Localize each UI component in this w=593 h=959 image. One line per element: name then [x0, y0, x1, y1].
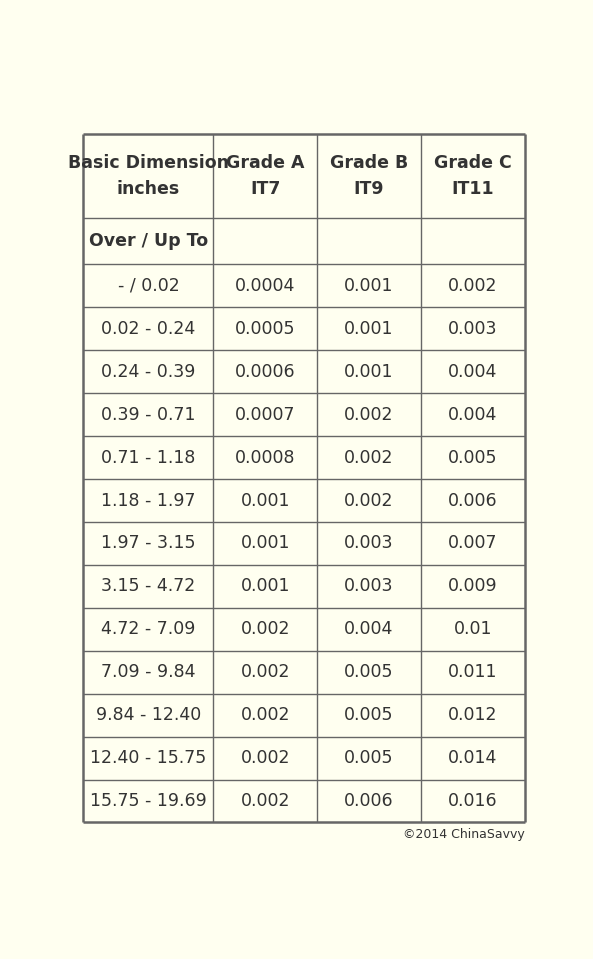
Text: 0.014: 0.014	[448, 749, 498, 767]
Text: 0.004: 0.004	[345, 620, 394, 639]
Text: 0.007: 0.007	[448, 534, 498, 552]
Text: 3.15 - 4.72: 3.15 - 4.72	[101, 577, 196, 596]
Text: 0.004: 0.004	[448, 406, 498, 424]
Text: 0.011: 0.011	[448, 664, 498, 681]
Text: 0.002: 0.002	[241, 664, 290, 681]
Text: 7.09 - 9.84: 7.09 - 9.84	[101, 664, 196, 681]
Text: 0.003: 0.003	[448, 320, 498, 338]
Text: 1.97 - 3.15: 1.97 - 3.15	[101, 534, 196, 552]
Text: 0.0008: 0.0008	[235, 449, 295, 467]
Text: 0.003: 0.003	[345, 534, 394, 552]
Text: 0.001: 0.001	[345, 320, 394, 338]
Text: 0.002: 0.002	[448, 277, 498, 295]
Text: 0.002: 0.002	[345, 492, 394, 509]
Text: 0.002: 0.002	[345, 449, 394, 467]
Text: 0.01: 0.01	[454, 620, 492, 639]
Text: 0.005: 0.005	[345, 749, 394, 767]
Text: 0.39 - 0.71: 0.39 - 0.71	[101, 406, 196, 424]
Text: 0.02 - 0.24: 0.02 - 0.24	[101, 320, 196, 338]
Text: 0.001: 0.001	[345, 277, 394, 295]
Text: 15.75 - 19.69: 15.75 - 19.69	[90, 792, 207, 810]
Text: 0.005: 0.005	[345, 706, 394, 724]
Text: 0.006: 0.006	[344, 792, 394, 810]
Text: 0.001: 0.001	[241, 577, 290, 596]
Text: 0.012: 0.012	[448, 706, 498, 724]
Text: Grade C
IT11: Grade C IT11	[434, 153, 512, 198]
Text: Grade A
IT7: Grade A IT7	[226, 153, 305, 198]
Text: 0.001: 0.001	[345, 363, 394, 381]
Text: 0.016: 0.016	[448, 792, 498, 810]
Text: 0.0007: 0.0007	[235, 406, 295, 424]
Text: 0.001: 0.001	[241, 492, 290, 509]
Text: 0.005: 0.005	[345, 664, 394, 681]
Text: 0.24 - 0.39: 0.24 - 0.39	[101, 363, 196, 381]
Text: Basic Dimension
inches: Basic Dimension inches	[68, 153, 229, 198]
Text: 0.006: 0.006	[448, 492, 498, 509]
Text: 0.0004: 0.0004	[235, 277, 295, 295]
Text: 0.002: 0.002	[345, 406, 394, 424]
Text: Grade B
IT9: Grade B IT9	[330, 153, 408, 198]
Text: 0.002: 0.002	[241, 749, 290, 767]
Text: 4.72 - 7.09: 4.72 - 7.09	[101, 620, 196, 639]
Text: 0.002: 0.002	[241, 620, 290, 639]
Text: 0.003: 0.003	[345, 577, 394, 596]
Text: 0.0006: 0.0006	[235, 363, 296, 381]
Text: - / 0.02: - / 0.02	[117, 277, 179, 295]
Text: 0.005: 0.005	[448, 449, 498, 467]
Text: 0.71 - 1.18: 0.71 - 1.18	[101, 449, 196, 467]
Text: 12.40 - 15.75: 12.40 - 15.75	[90, 749, 206, 767]
Text: 0.0005: 0.0005	[235, 320, 295, 338]
Text: 0.001: 0.001	[241, 534, 290, 552]
Text: ©2014 ChinaSavvy: ©2014 ChinaSavvy	[403, 829, 524, 841]
Text: 0.002: 0.002	[241, 792, 290, 810]
Text: 0.002: 0.002	[241, 706, 290, 724]
Text: 0.004: 0.004	[448, 363, 498, 381]
Text: 1.18 - 1.97: 1.18 - 1.97	[101, 492, 196, 509]
Text: 9.84 - 12.40: 9.84 - 12.40	[95, 706, 201, 724]
Text: 0.009: 0.009	[448, 577, 498, 596]
Text: Over / Up To: Over / Up To	[89, 232, 208, 250]
